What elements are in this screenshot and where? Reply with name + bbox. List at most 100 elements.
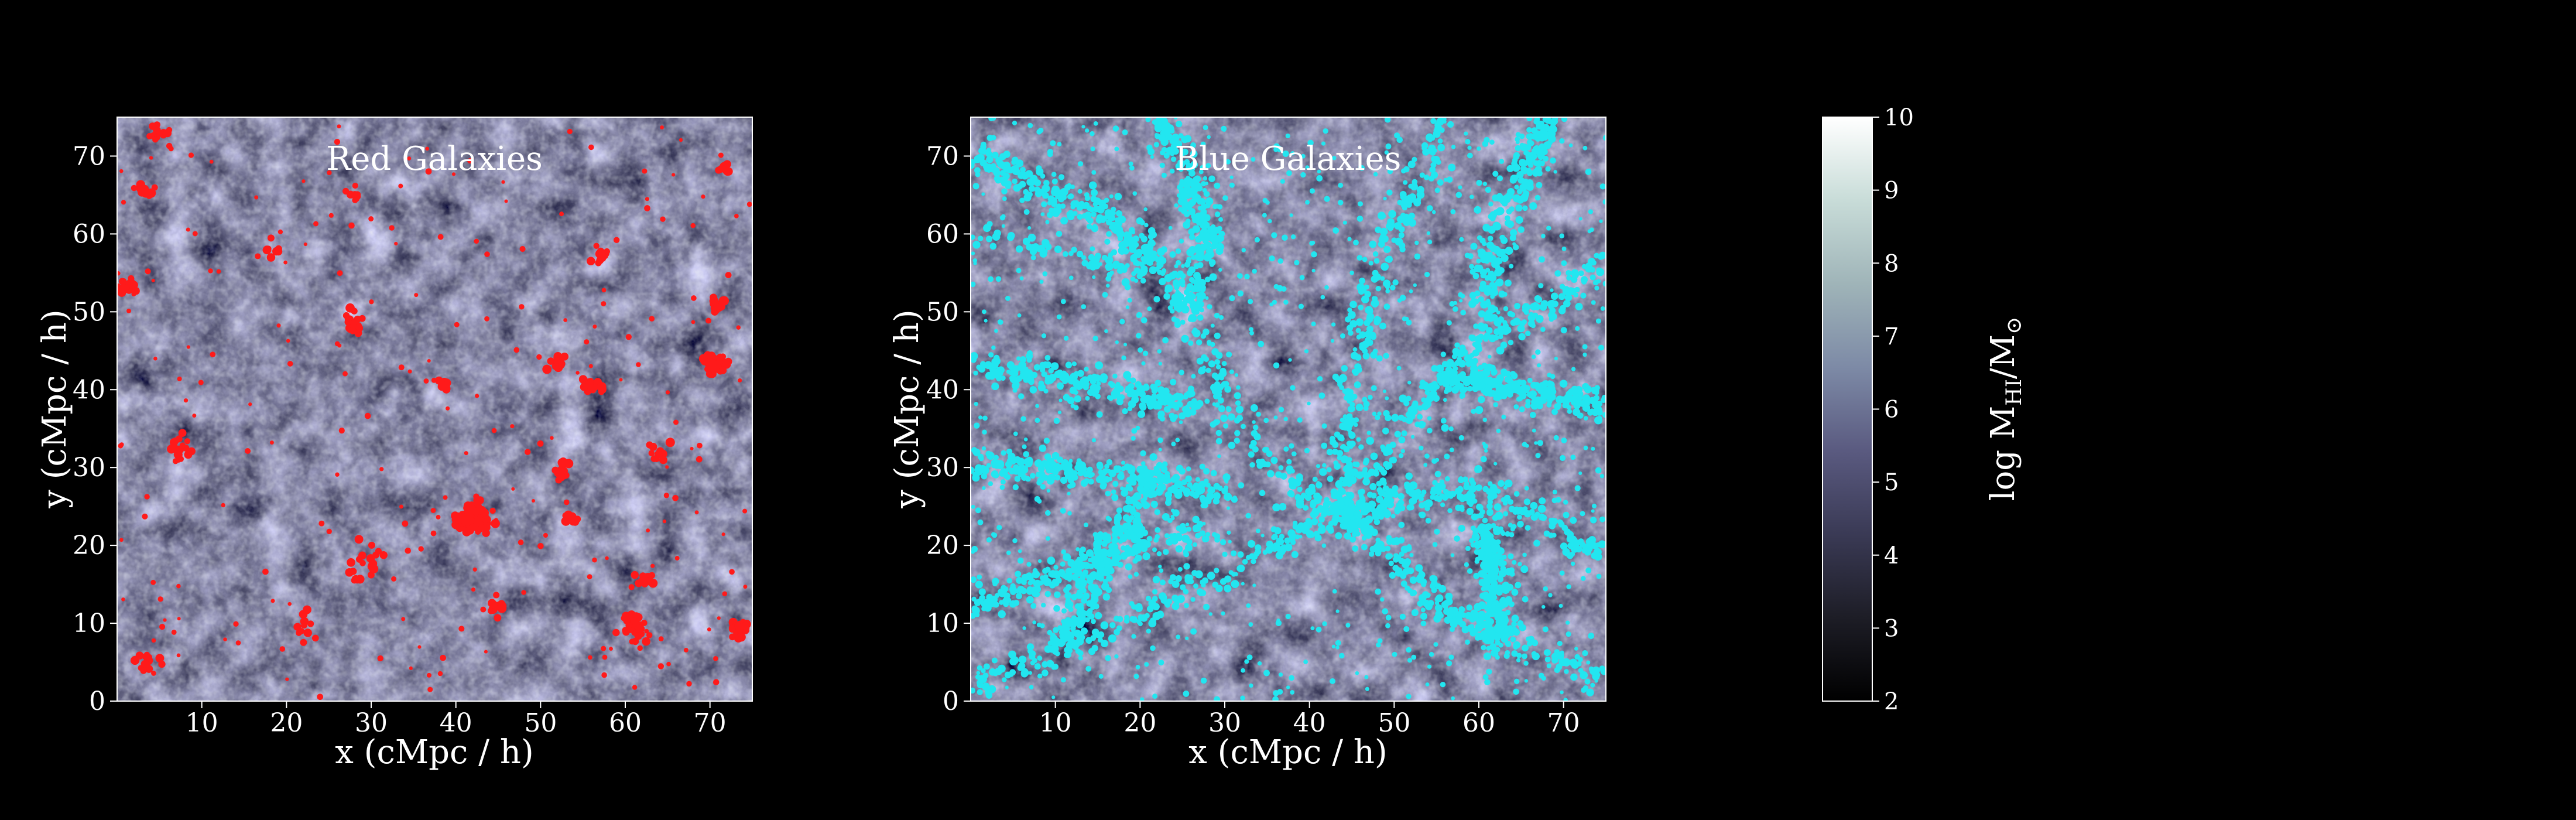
red-galaxy-point xyxy=(287,602,292,606)
blue-galaxy-point xyxy=(1224,587,1229,592)
blue-galaxy-point xyxy=(1440,502,1445,507)
blue-galaxy-point xyxy=(1150,617,1156,624)
blue-galaxy-point xyxy=(1482,486,1489,493)
panel-red-galaxies: Red Galaxies 10 20 30 40 50 60 70 010203040506… xyxy=(36,117,753,771)
blue-galaxy-point xyxy=(1135,665,1140,669)
blue-galaxy-point xyxy=(1115,465,1122,472)
blue-galaxy-point xyxy=(1111,489,1116,495)
red-galaxy-point xyxy=(235,640,241,645)
blue-galaxy-point xyxy=(1063,336,1069,341)
blue-galaxy-point xyxy=(1184,135,1192,143)
blue-galaxy-point xyxy=(1379,227,1388,236)
blue-galaxy-point xyxy=(1493,247,1501,254)
blue-galaxy-point xyxy=(1519,142,1525,148)
blue-galaxy-point xyxy=(1051,200,1057,207)
blue-galaxy-point xyxy=(1034,179,1042,187)
blue-galaxy-point xyxy=(1602,135,1606,141)
red-galaxy-point xyxy=(398,364,405,371)
blue-galaxy-point xyxy=(1406,319,1412,326)
blue-galaxy-point xyxy=(1272,696,1279,701)
blue-galaxy-point xyxy=(1385,414,1392,422)
blue-galaxy-point xyxy=(1549,307,1556,314)
blue-galaxy-point xyxy=(1543,586,1549,592)
blue-galaxy-point xyxy=(1365,686,1369,691)
blue-galaxy-point xyxy=(1475,513,1481,519)
blue-galaxy-point xyxy=(1044,453,1051,460)
blue-galaxy-point xyxy=(981,446,986,451)
blue-galaxy-point xyxy=(1098,674,1104,679)
blue-galaxy-point xyxy=(977,519,984,525)
blue-galaxy-point xyxy=(1364,337,1372,344)
blue-galaxy-point xyxy=(1114,146,1119,152)
red-galaxy-point xyxy=(600,252,607,259)
blue-galaxy-point xyxy=(1407,160,1416,169)
blue-galaxy-point xyxy=(1114,616,1120,622)
blue-galaxy-point xyxy=(1506,209,1512,215)
blue-galaxy-point xyxy=(1496,374,1504,382)
blue-galaxy-point xyxy=(1577,391,1584,397)
blue-galaxy-point xyxy=(1522,653,1527,660)
blue-galaxy-point xyxy=(1297,486,1303,493)
blue-galaxy-point xyxy=(1564,293,1573,302)
red-galaxy-point xyxy=(245,448,251,454)
blue-galaxy-point xyxy=(1434,614,1440,620)
blue-galaxy-point xyxy=(1338,501,1345,508)
blue-galaxy-point xyxy=(1537,148,1543,155)
blue-galaxy-point xyxy=(1090,635,1097,641)
blue-galaxy-point xyxy=(1358,165,1362,169)
blue-galaxy-point xyxy=(1255,528,1260,534)
red-galaxy-point xyxy=(658,636,664,642)
blue-galaxy-point xyxy=(1180,273,1186,279)
blue-galaxy-point xyxy=(1135,502,1143,510)
red-galaxy-point xyxy=(489,507,496,514)
blue-galaxy-point xyxy=(1478,570,1485,578)
blue-galaxy-point xyxy=(1277,258,1283,264)
blue-galaxy-point xyxy=(1220,367,1227,375)
blue-galaxy-point xyxy=(1332,448,1338,455)
blue-galaxy-point xyxy=(1493,396,1498,401)
blue-galaxy-point xyxy=(1143,207,1148,211)
blue-galaxy-point xyxy=(1137,545,1144,551)
blue-galaxy-point xyxy=(1566,275,1572,281)
blue-galaxy-point xyxy=(1405,395,1412,402)
blue-galaxy-point xyxy=(1188,314,1196,322)
blue-galaxy-point xyxy=(1109,622,1116,628)
blue-galaxy-point xyxy=(971,687,976,694)
blue-galaxy-point xyxy=(1088,479,1094,485)
blue-galaxy-point xyxy=(1582,145,1588,151)
red-galaxy-point xyxy=(307,620,314,627)
blue-galaxy-point xyxy=(1365,306,1373,315)
blue-galaxy-point xyxy=(1210,235,1217,243)
blue-galaxy-point xyxy=(1526,641,1533,647)
blue-galaxy-point xyxy=(1582,344,1588,350)
blue-galaxy-point xyxy=(1017,558,1024,564)
blue-galaxy-point xyxy=(1400,580,1407,587)
red-galaxy-point xyxy=(255,253,261,259)
blue-galaxy-point xyxy=(1591,259,1597,266)
blue-galaxy-point xyxy=(1495,539,1501,545)
red-galaxy-point xyxy=(407,156,412,160)
x-tick: 30 xyxy=(355,701,388,738)
blue-galaxy-point xyxy=(1349,300,1357,309)
blue-galaxy-point xyxy=(1178,133,1184,139)
blue-galaxy-point xyxy=(1044,378,1051,385)
y-tick: 60 xyxy=(73,219,117,249)
red-galaxy-point xyxy=(646,632,653,638)
red-galaxy-point xyxy=(328,213,334,218)
blue-galaxy-point xyxy=(1441,361,1448,368)
blue-galaxy-point xyxy=(1540,390,1549,399)
blue-galaxy-point xyxy=(1516,387,1524,394)
blue-galaxy-point xyxy=(1123,343,1128,347)
blue-galaxy-point xyxy=(1430,494,1436,500)
red-galaxy-point xyxy=(547,357,555,365)
blue-galaxy-point xyxy=(1427,240,1433,245)
blue-galaxy-point xyxy=(1153,296,1160,303)
blue-galaxy-point xyxy=(1042,184,1050,193)
blue-galaxy-point xyxy=(1566,535,1574,543)
blue-galaxy-point xyxy=(1386,535,1392,541)
red-galaxy-point xyxy=(451,172,456,176)
blue-galaxy-point xyxy=(1037,559,1042,563)
blue-galaxy-point xyxy=(1104,329,1108,333)
blue-galaxy-point xyxy=(1204,182,1209,186)
